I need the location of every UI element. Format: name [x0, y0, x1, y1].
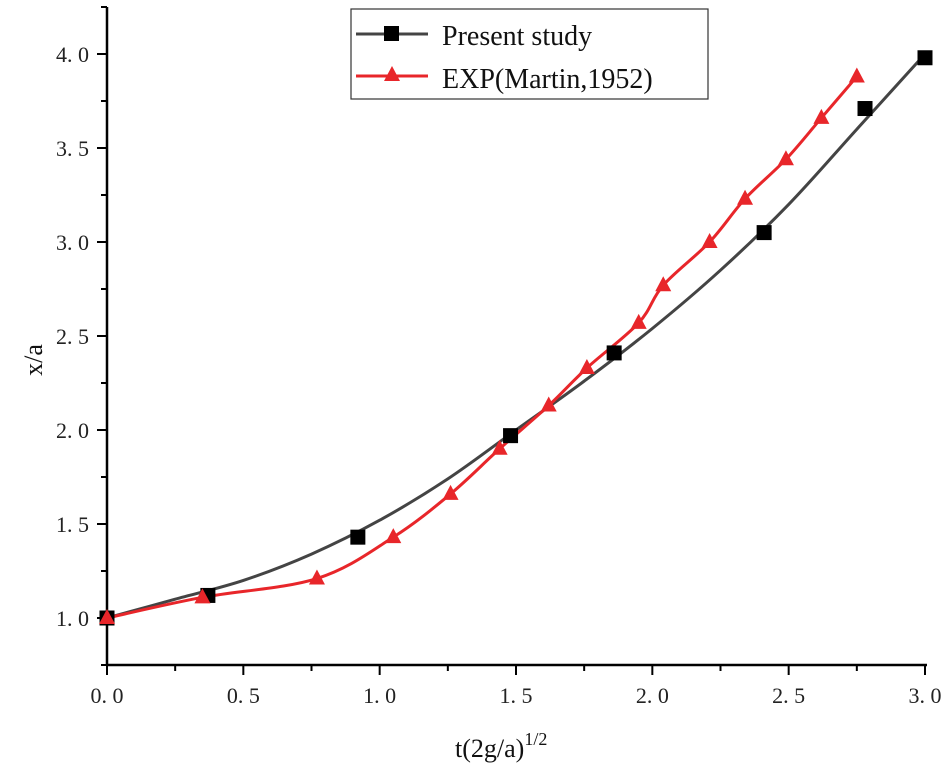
x-tick-label: 3. 0: [909, 683, 942, 708]
data-point-present-study: [350, 529, 366, 545]
data-point-exp-martin: [308, 569, 325, 585]
legend: Present study EXP(Martin,1952): [350, 8, 709, 100]
y-tick-label: 3. 0: [56, 230, 89, 255]
data-point-exp-martin: [442, 484, 459, 500]
x-tick-label: 1. 5: [500, 683, 533, 708]
y-tick-label: 3. 5: [56, 136, 89, 161]
series-layer: [99, 50, 933, 626]
y-tick-label: 1. 0: [56, 606, 89, 631]
legend-marker-square: [384, 26, 399, 41]
y-axis-title: x/a: [19, 344, 48, 376]
x-axis-title: t(2g/a)1/2: [455, 729, 547, 763]
data-point-present-study: [857, 101, 873, 117]
legend-marker-triangle: [384, 66, 400, 81]
legend-label-exp: EXP(Martin,1952): [442, 64, 653, 95]
y-tick-label: 4. 0: [56, 42, 89, 67]
data-point-exp-martin: [737, 189, 754, 205]
data-point-exp-martin: [578, 358, 595, 374]
data-point-exp-martin: [630, 313, 647, 329]
x-tick-label: 2. 5: [772, 683, 805, 708]
data-point-exp-martin: [813, 108, 830, 124]
data-point-exp-martin: [540, 396, 557, 412]
data-point-present-study: [917, 50, 933, 66]
legend-label-present-study: Present study: [442, 21, 592, 52]
data-point-exp-martin: [655, 276, 672, 292]
data-point-exp-martin: [491, 439, 508, 455]
data-point-exp-martin: [385, 528, 402, 544]
legend-box: [350, 8, 709, 100]
x-tick-label: 2. 0: [636, 683, 669, 708]
data-point-exp-martin: [99, 609, 115, 624]
data-point-exp-martin: [194, 588, 211, 604]
x-tick-label: 1. 0: [363, 683, 396, 708]
y-tick-label: 2. 0: [56, 418, 89, 443]
y-tick-label: 1. 5: [56, 512, 89, 537]
data-point-exp-martin: [777, 150, 794, 166]
data-point-present-study: [606, 345, 622, 361]
series-line-exp-martin: [106, 75, 858, 620]
data-point-present-study: [503, 428, 519, 444]
data-point-present-study: [756, 225, 772, 241]
x-tick-label: 0. 0: [91, 683, 124, 708]
data-point-exp-martin: [701, 233, 718, 248]
y-tick-label: 2. 5: [56, 324, 89, 349]
axes: 0. 0 0. 5 1. 0 1. 5 2. 0 2. 5 3. 0 1. 0 1. 5 2. 0…: [56, 6, 942, 708]
data-point-exp-martin: [848, 67, 865, 83]
x-tick-label: 0. 5: [227, 683, 260, 708]
